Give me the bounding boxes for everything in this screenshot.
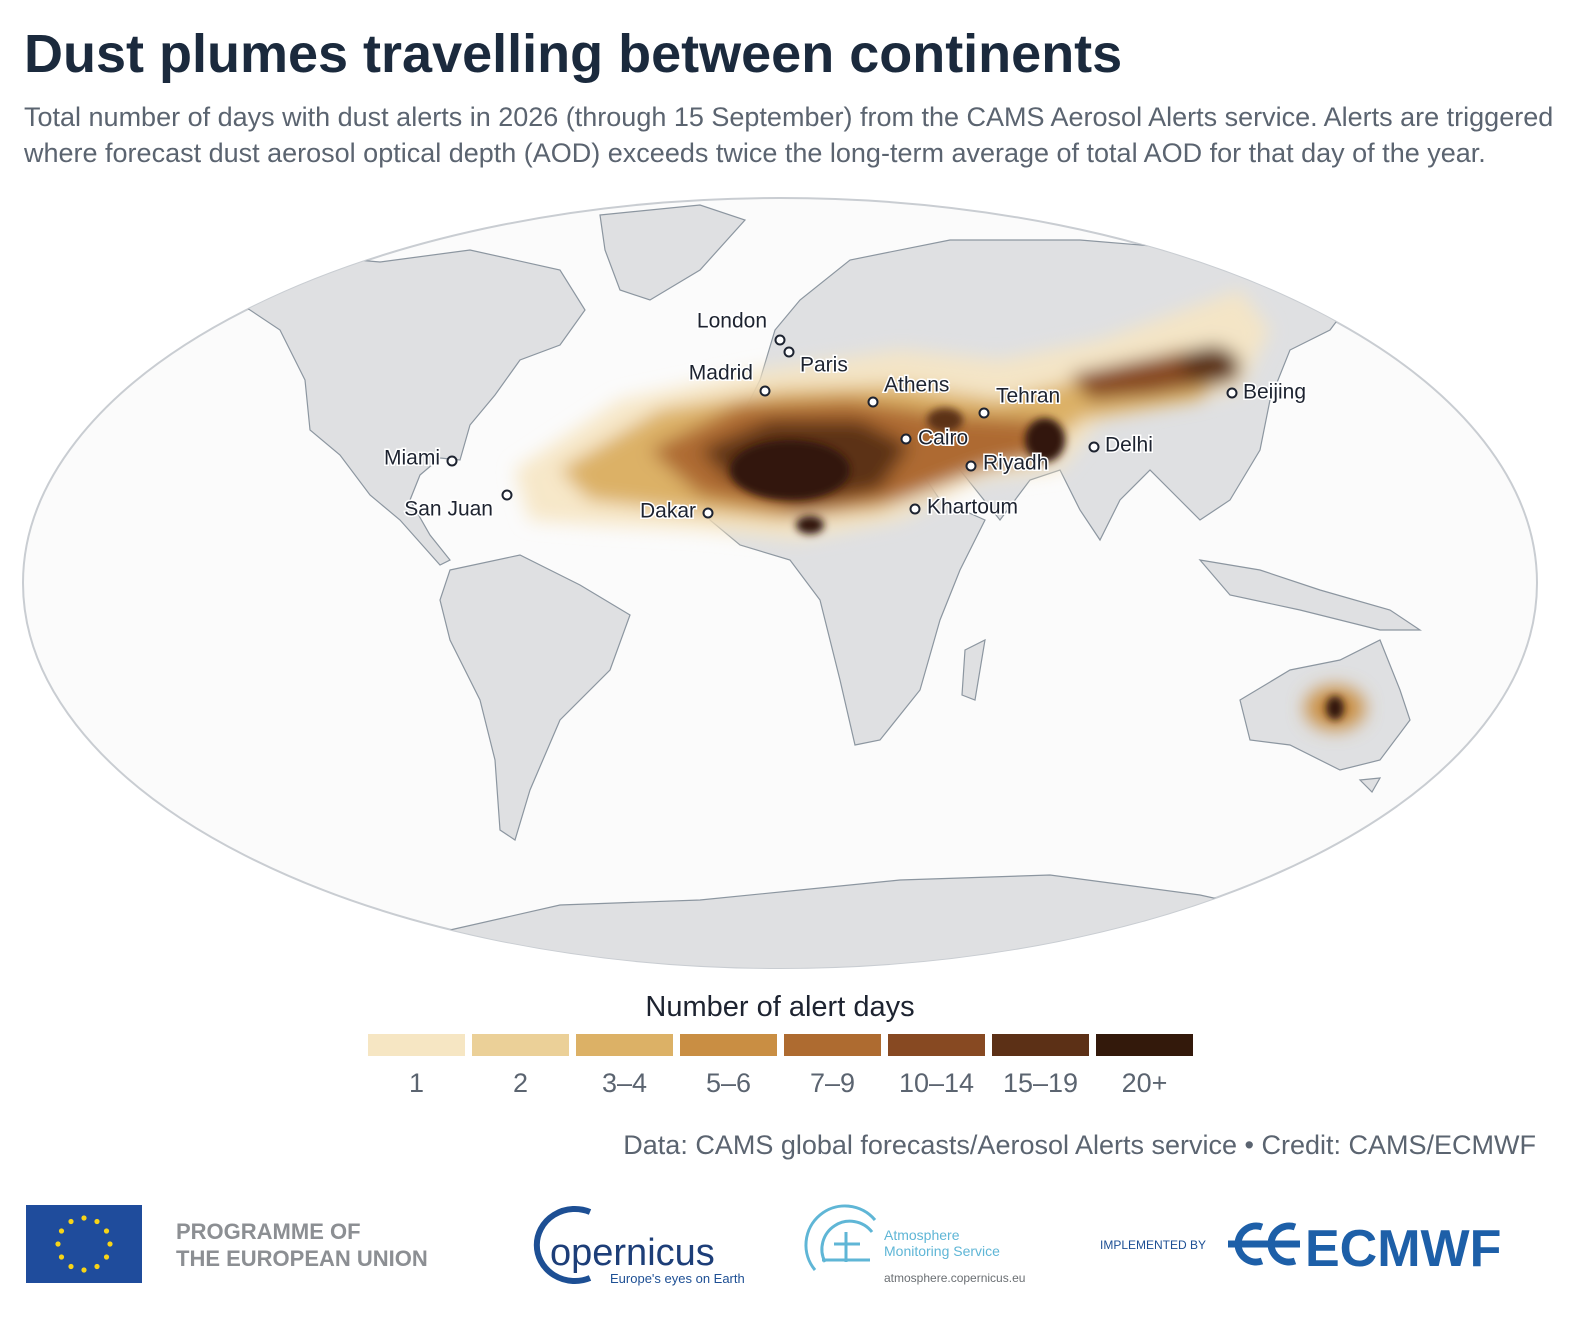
subtitle-line: Total number of days with dust alerts in… [24, 102, 1553, 132]
eu-star [58, 1228, 65, 1234]
city-label: Dakar [640, 500, 696, 523]
copernicus-name: opernicus [550, 1232, 715, 1274]
city-dot [1088, 441, 1100, 453]
dust-field [515, 290, 1365, 730]
cams-icon [804, 1204, 877, 1271]
legend-label: 7–9 [810, 1068, 855, 1098]
city-dot [783, 346, 795, 358]
credit: Data: CAMS global forecasts/Aerosol Aler… [623, 1130, 1536, 1160]
city-label: Riyadh [983, 452, 1048, 475]
eu-star [107, 1241, 113, 1247]
legend-swatch [576, 1034, 673, 1056]
city-label: San Juan [404, 498, 493, 521]
city-dot [501, 489, 513, 501]
eu-text: PROGRAMME OF [176, 1219, 361, 1244]
city-dot [900, 433, 912, 445]
cams-url: atmosphere.copernicus.eu [884, 1271, 1025, 1285]
legend-label: 15–19 [1003, 1068, 1078, 1098]
legend-swatch [680, 1034, 777, 1056]
eu-star [94, 1218, 100, 1225]
legend-swatch [1096, 1034, 1193, 1056]
eu-star [103, 1228, 110, 1234]
eu-star [81, 1215, 87, 1221]
city-label: Madrid [689, 362, 753, 385]
map: London Paris Madrid Athens Tehran Beijing Cair… [22, 197, 1538, 969]
eu-star [68, 1263, 74, 1270]
city-label: Delhi [1105, 434, 1153, 457]
cams-text: Atmosphere [884, 1227, 960, 1243]
legend-label: 10–14 [899, 1068, 974, 1098]
ecmwf-text: ECMWF [1305, 1220, 1501, 1278]
eu-star [55, 1241, 61, 1247]
cams-text: Monitoring Service [884, 1243, 1000, 1259]
eu-star [81, 1267, 87, 1273]
implemented-by: IMPLEMENTED BY [1100, 1238, 1206, 1252]
city-dot [1226, 387, 1238, 399]
city-label: Tehran [996, 385, 1060, 408]
city-dot [702, 507, 714, 519]
legend-label: 1 [409, 1068, 424, 1098]
legend-swatch [888, 1034, 985, 1056]
subtitle-line: where forecast dust aerosol optical dept… [23, 138, 1486, 168]
city-label: London [697, 310, 767, 333]
legend-label: 2 [513, 1068, 528, 1098]
eu-stars [55, 1215, 113, 1273]
legend-swatch [992, 1034, 1089, 1056]
city-dot [774, 334, 786, 346]
eu-star [58, 1254, 65, 1260]
legend-title: Number of alert days [645, 991, 914, 1023]
city-dot [759, 385, 771, 397]
legend-label: 20+ [1122, 1068, 1168, 1098]
title: Dust plumes travelling between continent… [24, 24, 1122, 84]
city-label: Khartoum [927, 496, 1018, 519]
eu-star [103, 1254, 110, 1260]
legend-swatch [368, 1034, 465, 1056]
legend-swatch [472, 1034, 569, 1056]
eu-text: THE EUROPEAN UNION [176, 1246, 428, 1271]
ecmwf-icon [1228, 1222, 1300, 1266]
copernicus-tagline: Europe's eyes on Earth [610, 1271, 745, 1286]
city-dot [909, 503, 921, 515]
city-label: Beijing [1243, 381, 1306, 404]
footer: PROGRAMME OF THE EUROPEAN UNION opernicu… [26, 1204, 1501, 1286]
city-layer: London Paris Madrid Athens Tehran Beijing Cair… [383, 308, 1308, 524]
legend-swatch [784, 1034, 881, 1056]
eu-star [68, 1218, 74, 1225]
eu-star [94, 1263, 100, 1270]
legend-label: 3–4 [602, 1068, 647, 1098]
legend-label: 5–6 [706, 1068, 751, 1098]
legend: 1 2 3–4 5–6 7–9 10–14 15–19 20+ [368, 1034, 1193, 1098]
city-label: Paris [800, 354, 848, 377]
city-label: Miami [384, 447, 440, 470]
city-dot [867, 396, 879, 408]
city-dot [446, 455, 458, 467]
copernicus-c [533, 1206, 592, 1284]
city-label: Athens [884, 374, 949, 397]
city-label: Cairo [918, 427, 968, 450]
city-dot [978, 407, 990, 419]
city-dot [965, 460, 977, 472]
